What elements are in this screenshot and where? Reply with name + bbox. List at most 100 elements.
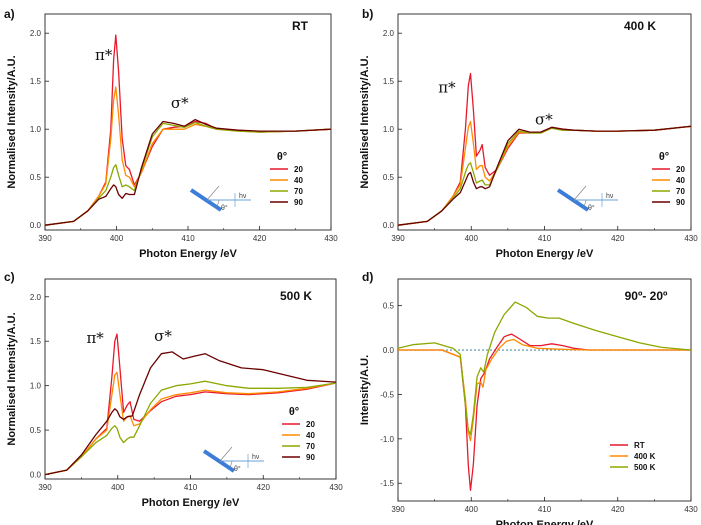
panel-c: 390 400 410 420 430 0.0 0.5 1.0 1.5 2.0 Photon Ene… bbox=[4, 270, 343, 509]
geometry-inset: θ° hν bbox=[189, 185, 251, 212]
panel-label: d) bbox=[362, 270, 373, 284]
x-tick-label: 390 bbox=[38, 483, 52, 492]
series-line-500-k bbox=[397, 301, 692, 436]
panel-label: a) bbox=[4, 7, 15, 21]
x-tick-label: 410 bbox=[184, 483, 198, 492]
surface-normal bbox=[573, 185, 587, 201]
series-line-70 bbox=[44, 380, 337, 476]
y-axis-label: Normalised Intensity/A.U. bbox=[6, 55, 18, 188]
y-tick-label: 1.0 bbox=[30, 382, 42, 391]
y-tick-label: 2.0 bbox=[30, 29, 42, 38]
series-line-20 bbox=[44, 333, 337, 476]
surface-normal bbox=[219, 446, 233, 462]
series-line-90 bbox=[397, 125, 692, 226]
y-tick-label: -0.5 bbox=[380, 390, 394, 399]
y-tick-label: 0.0 bbox=[383, 221, 395, 230]
legend-title: θ° bbox=[289, 406, 299, 418]
peak-annotation: σ* bbox=[171, 94, 189, 112]
legend-title: θ° bbox=[277, 151, 287, 163]
x-tick-label: 420 bbox=[257, 483, 271, 492]
x-tick-label: 390 bbox=[391, 234, 405, 243]
y-tick-label: 0.0 bbox=[30, 471, 42, 480]
y-tick-label: 1.0 bbox=[383, 125, 395, 134]
y-tick-label: 1.5 bbox=[30, 77, 42, 86]
series-line-90 bbox=[44, 351, 337, 476]
y-tick-label: -1.0 bbox=[380, 435, 394, 444]
legend-label: 500 K bbox=[634, 463, 656, 472]
x-tick-label: 390 bbox=[38, 234, 52, 243]
panel-label: c) bbox=[4, 270, 15, 284]
angle-arc bbox=[582, 199, 587, 208]
y-tick-label: 0.5 bbox=[30, 173, 42, 182]
x-axis-label: Photon Energy /eV bbox=[496, 248, 594, 260]
y-tick-label: 0.0 bbox=[30, 221, 42, 230]
inset-angle-label: θ° bbox=[234, 465, 241, 473]
panel-d: 390 400 410 420 430 -1.5 -1.0 -0.5 0.0 0.5 Photon … bbox=[359, 270, 698, 525]
legend-label: 40 bbox=[306, 431, 315, 440]
peak-annotation: π* bbox=[86, 329, 104, 347]
condition-label: 500 K bbox=[280, 289, 312, 303]
condition-label: 400 K bbox=[624, 19, 656, 33]
plot-frame bbox=[44, 13, 332, 231]
series-line-90 bbox=[44, 118, 332, 226]
legend-label: 20 bbox=[294, 165, 303, 174]
series-line-400-k bbox=[398, 338, 691, 442]
geometry-inset: θ° hν bbox=[556, 185, 618, 212]
peak-annotation: π* bbox=[438, 79, 456, 97]
y-tick-label: 0.0 bbox=[383, 346, 395, 355]
y-tick-label: 0.5 bbox=[30, 426, 42, 435]
x-tick-label: 400 bbox=[110, 234, 124, 243]
series-line-70 bbox=[44, 121, 332, 226]
y-tick-label: 1.5 bbox=[30, 337, 42, 346]
legend-label: 40 bbox=[676, 176, 685, 185]
legend-label: 90 bbox=[306, 453, 315, 462]
x-tick-label: 390 bbox=[391, 505, 405, 514]
legend-label: 70 bbox=[676, 187, 685, 196]
y-tick-label: 2.0 bbox=[383, 29, 395, 38]
y-tick-label: 0.5 bbox=[383, 173, 395, 182]
x-tick-label: 400 bbox=[465, 234, 479, 243]
condition-label: RT bbox=[292, 19, 309, 33]
inset-photon-label: hν bbox=[252, 454, 260, 461]
series-line-40 bbox=[397, 120, 692, 226]
legend-label: 20 bbox=[306, 420, 315, 429]
legend-label: 20 bbox=[676, 165, 685, 174]
series-line-20 bbox=[44, 34, 332, 226]
inset-photon-label: hν bbox=[239, 193, 247, 200]
inset-photon-label: hν bbox=[606, 193, 614, 200]
legend-label: 400 K bbox=[634, 452, 656, 461]
series-line-rt bbox=[398, 333, 691, 491]
y-axis-label: Normalised Intensity/A.U. bbox=[6, 312, 18, 445]
condition-label: 90º- 20º bbox=[625, 289, 668, 303]
peak-annotation: π* bbox=[95, 46, 113, 64]
legend-label: 70 bbox=[306, 442, 315, 451]
angle-arc bbox=[228, 460, 233, 469]
legend-label: 90 bbox=[676, 198, 685, 207]
x-tick-label: 410 bbox=[181, 234, 195, 243]
x-tick-label: 410 bbox=[538, 505, 552, 514]
x-tick-label: 410 bbox=[538, 234, 552, 243]
x-tick-label: 420 bbox=[611, 505, 625, 514]
y-tick-label: 1.5 bbox=[383, 77, 395, 86]
y-axis-label: Normalised Intensity/A.U. bbox=[359, 55, 371, 188]
legend-label: 70 bbox=[294, 187, 303, 196]
x-axis-label: Photon Energy /eV bbox=[139, 248, 237, 260]
panel-a: 390 400 410 420 430 0.0 0.5 1.0 1.5 2.0 Photon Ene… bbox=[4, 7, 338, 260]
x-tick-label: 430 bbox=[324, 234, 338, 243]
y-tick-label: 1.0 bbox=[30, 125, 42, 134]
y-axis-label: Intensity/A.U. bbox=[359, 355, 371, 425]
y-tick-label: 2.0 bbox=[30, 293, 42, 302]
geometry-inset: θ° hν bbox=[202, 446, 264, 473]
x-tick-label: 400 bbox=[465, 505, 479, 514]
panel-b: 390 400 410 420 430 0.0 0.5 1.0 1.5 2.0 Photon Ene… bbox=[359, 7, 698, 260]
legend-label: 90 bbox=[294, 198, 303, 207]
x-tick-label: 430 bbox=[684, 505, 698, 514]
inset-angle-label: θ° bbox=[221, 204, 228, 212]
peak-annotation: σ* bbox=[535, 110, 553, 128]
y-tick-label: 0.5 bbox=[383, 302, 395, 311]
x-axis-label: Photon Energy /eV bbox=[496, 519, 594, 525]
legend-label: RT bbox=[634, 441, 645, 450]
angle-arc bbox=[215, 199, 220, 208]
x-axis-label: Photon Energy /eV bbox=[142, 497, 240, 509]
